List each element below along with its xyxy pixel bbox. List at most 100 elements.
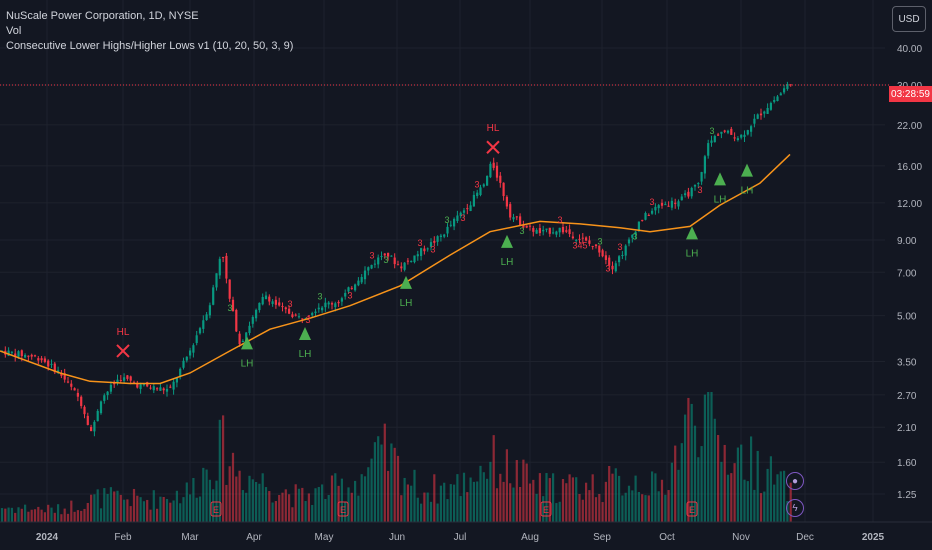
- volume-bar: [759, 493, 763, 522]
- candle-body: [288, 308, 291, 314]
- volume-bar: [103, 488, 106, 522]
- candle-body: [7, 350, 10, 356]
- volume-bar: [208, 479, 211, 522]
- candle-body: [469, 205, 472, 211]
- candle-body: [443, 234, 446, 237]
- currency-button[interactable]: USD: [892, 6, 926, 32]
- candle-body: [228, 279, 231, 299]
- candle-body: [743, 134, 746, 137]
- candle-body: [129, 376, 132, 381]
- y-tick-label: 1.25: [897, 490, 917, 501]
- candle-body: [47, 360, 50, 367]
- volume-bar: [10, 507, 13, 522]
- candle-body: [542, 229, 545, 232]
- candle-body: [608, 257, 611, 266]
- volume-bar: [489, 461, 492, 522]
- volume-bar: [123, 499, 126, 522]
- candle-body: [169, 386, 172, 388]
- count-label: 3: [649, 197, 654, 207]
- volume-bar: [202, 467, 205, 522]
- count-label: 3: [557, 215, 562, 225]
- volume-bar: [7, 507, 10, 522]
- volume-bar: [624, 492, 627, 522]
- x-tick-label: Nov: [732, 532, 750, 543]
- candle-body: [202, 320, 205, 329]
- volume-bar: [218, 419, 221, 522]
- volume-bar: [763, 491, 766, 522]
- volume-bar: [70, 500, 73, 522]
- volume-bar: [512, 487, 515, 522]
- ma-line: [0, 153, 791, 385]
- volume-bar: [634, 475, 637, 522]
- candle-body: [476, 192, 479, 197]
- candle-body: [489, 163, 492, 178]
- volume-bar: [4, 508, 7, 522]
- candle-body: [347, 287, 350, 292]
- candle-body: [429, 242, 433, 247]
- candle-body: [53, 363, 56, 373]
- flash-icon[interactable]: ϟ: [786, 499, 804, 517]
- candle-body: [274, 299, 277, 305]
- earnings-label: E: [213, 505, 219, 515]
- volume-bar: [185, 482, 188, 522]
- candle-body: [413, 255, 416, 263]
- volume-legend[interactable]: Vol: [6, 25, 22, 37]
- volume-bar: [152, 490, 155, 522]
- candle-body: [601, 250, 604, 257]
- candle-body: [10, 351, 13, 353]
- candle-body: [723, 130, 726, 132]
- candle-body: [93, 421, 96, 432]
- volume-bar: [565, 483, 568, 522]
- candle-body: [367, 267, 370, 271]
- candle-body: [486, 175, 489, 186]
- candle-body: [433, 240, 436, 243]
- candle-body: [710, 140, 713, 143]
- volume-bar: [614, 468, 617, 522]
- calendar-session-icon[interactable]: ●: [786, 472, 804, 490]
- volume-bar: [50, 507, 53, 522]
- lh-label: LH: [400, 298, 413, 309]
- volume-bar: [350, 492, 353, 522]
- volume-bar: [57, 504, 60, 522]
- volume-bar: [479, 465, 482, 522]
- candle-body: [750, 126, 753, 132]
- symbol-title[interactable]: NuScale Power Corporation, 1D, NYSE: [6, 10, 199, 22]
- candle-body: [403, 262, 406, 270]
- up-triangle-marker: [714, 172, 726, 186]
- candle-body: [495, 165, 499, 178]
- indicator-legend[interactable]: Consecutive Lower Highs/Higher Lows v1 (…: [6, 40, 294, 52]
- up-triangle-marker: [741, 163, 753, 177]
- volume-bar: [390, 443, 393, 522]
- volume-bar: [156, 508, 159, 522]
- candle-body: [783, 88, 786, 93]
- volume-bar: [492, 435, 495, 522]
- volume-bar: [446, 499, 449, 522]
- volume-bar: [304, 500, 307, 522]
- candle-body: [119, 379, 122, 381]
- volume-bar: [532, 479, 535, 522]
- candle-body: [644, 212, 647, 220]
- x-tick-label: Aug: [521, 532, 539, 543]
- count-label: 3: [383, 255, 388, 265]
- candle-body: [393, 257, 396, 265]
- volume-bar: [687, 397, 690, 522]
- volume-bar: [317, 486, 320, 522]
- volume-bar: [334, 473, 337, 522]
- y-tick-label: 9.00: [897, 236, 917, 247]
- volume-bar: [502, 481, 505, 522]
- volume-bar: [159, 496, 162, 522]
- candle-body: [759, 113, 763, 116]
- candle-body: [684, 193, 687, 196]
- candle-body: [192, 345, 195, 353]
- volume-bar: [423, 492, 426, 522]
- volume-bar: [20, 508, 23, 522]
- candle-body: [446, 226, 449, 234]
- volume-bar: [571, 477, 574, 522]
- candle-body: [40, 358, 43, 361]
- candle-body: [449, 224, 452, 226]
- candle-body: [189, 350, 192, 356]
- candle-body: [20, 350, 23, 357]
- candle-body: [387, 252, 390, 257]
- volume-bar: [274, 501, 277, 522]
